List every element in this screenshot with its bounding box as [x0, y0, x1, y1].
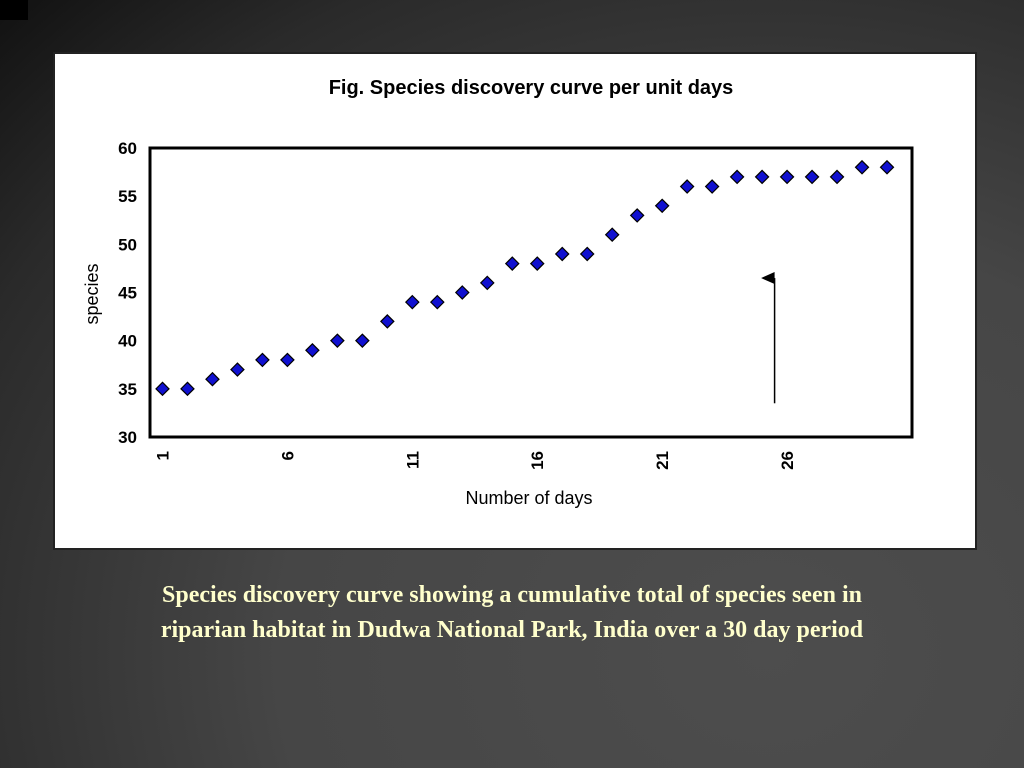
- x-tick-label: 21: [653, 451, 672, 470]
- data-point: [679, 179, 695, 194]
- data-point: [280, 352, 295, 368]
- data-point: [230, 362, 245, 377]
- chart-title: Fig. Species discovery curve per unit da…: [329, 77, 734, 99]
- data-point: [255, 352, 270, 368]
- data-point: [829, 169, 845, 185]
- data-point: [779, 169, 795, 185]
- data-point: [180, 381, 195, 397]
- data-point: [330, 333, 345, 349]
- data-point: [604, 227, 620, 243]
- corner-mark: [0, 0, 28, 20]
- chart-panel: Fig. Species discovery curve per unit da…: [53, 52, 977, 550]
- data-point: [504, 256, 520, 271]
- x-tick-label: 16: [528, 451, 547, 470]
- y-tick-label: 30: [118, 428, 137, 447]
- data-point: [355, 333, 370, 349]
- y-tick-label: 55: [118, 187, 137, 206]
- data-point: [305, 342, 320, 358]
- x-tick-label: 1: [153, 451, 172, 460]
- x-tick-label: 26: [778, 451, 797, 470]
- data-point: [854, 159, 870, 175]
- x-tick-label: 6: [278, 451, 297, 460]
- data-point: [429, 294, 445, 310]
- species-discovery-chart: Fig. Species discovery curve per unit da…: [82, 77, 914, 508]
- caption-line-1: Species discovery curve showing a cumula…: [162, 582, 862, 608]
- data-point: [629, 208, 645, 223]
- figure-caption: Species discovery curve showing a cumula…: [60, 578, 964, 648]
- y-tick-label: 35: [118, 380, 137, 399]
- data-point: [205, 371, 220, 387]
- data-point: [704, 179, 720, 194]
- data-point: [155, 381, 170, 397]
- data-point: [454, 285, 470, 300]
- data-point: [379, 314, 395, 329]
- data-series: [155, 159, 895, 397]
- data-point: [479, 275, 495, 291]
- y-axis-ticks: 30 35 40 45 50 55 60: [118, 139, 137, 447]
- data-point: [404, 294, 420, 310]
- y-tick-label: 45: [118, 284, 137, 303]
- x-axis-ticks: 1 6 11 16 21 26: [153, 451, 797, 470]
- y-tick-label: 60: [118, 139, 137, 158]
- data-point: [529, 256, 545, 271]
- y-axis-label: species: [82, 263, 102, 324]
- y-tick-label: 40: [118, 332, 137, 351]
- caption-line-2: riparian habitat in Dudwa National Park,…: [160, 617, 864, 643]
- data-point: [654, 198, 670, 214]
- data-point: [579, 246, 595, 262]
- data-point: [729, 169, 745, 185]
- data-point: [804, 169, 820, 185]
- data-point: [554, 246, 570, 262]
- plot-area: [148, 146, 914, 439]
- x-tick-label: 11: [403, 451, 422, 469]
- data-point: [879, 159, 895, 175]
- data-point: [754, 169, 770, 185]
- x-axis-label: Number of days: [465, 488, 592, 508]
- y-tick-label: 50: [118, 235, 137, 254]
